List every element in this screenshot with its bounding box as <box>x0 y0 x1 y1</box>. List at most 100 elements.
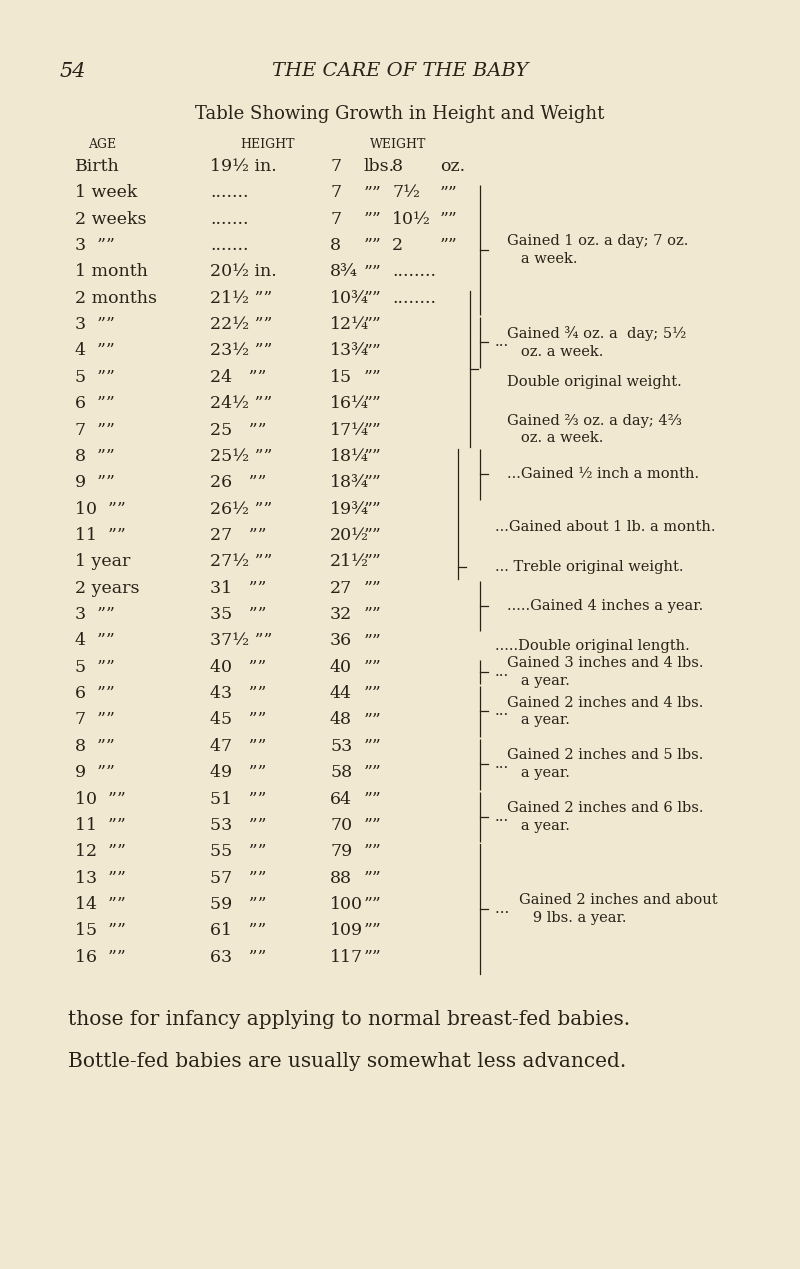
Text: Gained 1 oz. a day; 7 oz.
   a week.: Gained 1 oz. a day; 7 oz. a week. <box>507 235 688 266</box>
Text: ””: ”” <box>364 737 382 755</box>
Text: 11  ””: 11 ”” <box>75 527 126 544</box>
Text: ””: ”” <box>364 553 382 570</box>
Text: 7  ””: 7 ”” <box>75 712 115 728</box>
Text: 10½: 10½ <box>392 211 431 227</box>
Text: ””: ”” <box>364 923 382 939</box>
Text: 43   ””: 43 ”” <box>210 685 266 702</box>
Text: 13  ””: 13 ”” <box>75 869 126 887</box>
Text: 4  ””: 4 ”” <box>75 632 114 650</box>
Text: ...: ... <box>495 902 514 916</box>
Text: ””: ”” <box>364 949 382 966</box>
Text: Birth: Birth <box>75 159 120 175</box>
Text: 25½ ””: 25½ ”” <box>210 448 272 464</box>
Text: 79: 79 <box>330 843 352 860</box>
Text: ””: ”” <box>364 289 382 307</box>
Text: 7: 7 <box>330 211 341 227</box>
Text: 1 month: 1 month <box>75 264 148 280</box>
Text: 109: 109 <box>330 923 363 939</box>
Text: 61   ””: 61 ”” <box>210 923 266 939</box>
Text: 27½ ””: 27½ ”” <box>210 553 272 570</box>
Text: lbs.: lbs. <box>364 159 395 175</box>
Text: 31   ””: 31 ”” <box>210 580 266 596</box>
Text: WEIGHT: WEIGHT <box>370 138 426 151</box>
Text: 7: 7 <box>330 184 341 202</box>
Text: 17¼: 17¼ <box>330 421 369 439</box>
Text: 24½ ””: 24½ ”” <box>210 395 272 412</box>
Text: 27   ””: 27 ”” <box>210 527 266 544</box>
Text: ...: ... <box>495 665 510 679</box>
Text: 18¼: 18¼ <box>330 448 369 464</box>
Text: 37½ ””: 37½ ”” <box>210 632 272 650</box>
Text: 14  ””: 14 ”” <box>75 896 126 912</box>
Text: Gained ⅔ oz. a day; 4⅔
   oz. a week.: Gained ⅔ oz. a day; 4⅔ oz. a week. <box>507 414 682 445</box>
Text: ””: ”” <box>364 316 382 334</box>
Text: Gained 2 inches and 6 lbs.
   a year.: Gained 2 inches and 6 lbs. a year. <box>507 801 703 832</box>
Text: ””: ”” <box>364 421 382 439</box>
Text: ””: ”” <box>364 264 382 280</box>
Text: 8: 8 <box>330 237 341 254</box>
Text: 10  ””: 10 ”” <box>75 791 126 807</box>
Text: AGE: AGE <box>88 138 116 151</box>
Text: 10¾: 10¾ <box>330 289 369 307</box>
Text: 7: 7 <box>330 159 341 175</box>
Text: 20½: 20½ <box>330 527 369 544</box>
Text: ””: ”” <box>364 869 382 887</box>
Text: Double original weight.: Double original weight. <box>507 376 682 390</box>
Text: ””: ”” <box>440 211 458 227</box>
Text: 3  ””: 3 ”” <box>75 607 115 623</box>
Text: 8: 8 <box>392 159 403 175</box>
Text: 88: 88 <box>330 869 352 887</box>
Text: 11  ””: 11 ”” <box>75 817 126 834</box>
Text: 63   ””: 63 ”” <box>210 949 266 966</box>
Text: HEIGHT: HEIGHT <box>240 138 294 151</box>
Text: 19¾: 19¾ <box>330 500 369 518</box>
Text: 9  ””: 9 ”” <box>75 764 115 782</box>
Text: 100: 100 <box>330 896 363 912</box>
Text: 26½ ””: 26½ ”” <box>210 500 272 518</box>
Text: 64: 64 <box>330 791 352 807</box>
Text: 57   ””: 57 ”” <box>210 869 266 887</box>
Text: 2: 2 <box>392 237 403 254</box>
Text: 59   ””: 59 ”” <box>210 896 266 912</box>
Text: 19½ in.: 19½ in. <box>210 159 277 175</box>
Text: 49   ””: 49 ”” <box>210 764 266 782</box>
Text: 53: 53 <box>330 737 352 755</box>
Text: 2 years: 2 years <box>75 580 139 596</box>
Text: .......: ....... <box>210 211 249 227</box>
Text: 7  ””: 7 ”” <box>75 421 115 439</box>
Text: 70: 70 <box>330 817 352 834</box>
Text: ””: ”” <box>364 500 382 518</box>
Text: .......: ....... <box>210 184 249 202</box>
Text: ””: ”” <box>364 580 382 596</box>
Text: 16  ””: 16 ”” <box>75 949 126 966</box>
Text: 21½ ””: 21½ ”” <box>210 289 272 307</box>
Text: 7½: 7½ <box>392 184 420 202</box>
Text: 3  ””: 3 ”” <box>75 237 115 254</box>
Text: ””: ”” <box>440 184 458 202</box>
Text: .......: ....... <box>210 237 249 254</box>
Text: 5  ””: 5 ”” <box>75 659 115 675</box>
Text: 8¾: 8¾ <box>330 264 358 280</box>
Text: 26   ””: 26 ”” <box>210 475 266 491</box>
Text: ””: ”” <box>364 632 382 650</box>
Text: 23½ ””: 23½ ”” <box>210 343 272 359</box>
Text: ””: ”” <box>364 659 382 675</box>
Text: Gained ¾ oz. a  day; 5½
   oz. a week.: Gained ¾ oz. a day; 5½ oz. a week. <box>507 326 686 359</box>
Text: those for infancy applying to normal breast-fed babies.: those for infancy applying to normal bre… <box>68 1010 630 1029</box>
Text: ...: ... <box>495 758 510 772</box>
Text: 40   ””: 40 ”” <box>210 659 266 675</box>
Text: ””: ”” <box>364 211 382 227</box>
Text: 58: 58 <box>330 764 352 782</box>
Text: ””: ”” <box>364 764 382 782</box>
Text: Gained 2 inches and 4 lbs.
   a year.: Gained 2 inches and 4 lbs. a year. <box>507 695 703 727</box>
Text: ...Gained ½ inch a month.: ...Gained ½ inch a month. <box>507 467 699 481</box>
Text: 16¼: 16¼ <box>330 395 369 412</box>
Text: ””: ”” <box>364 369 382 386</box>
Text: 9  ””: 9 ”” <box>75 475 115 491</box>
Text: 1 week: 1 week <box>75 184 138 202</box>
Text: ””: ”” <box>364 184 382 202</box>
Text: 1 year: 1 year <box>75 553 130 570</box>
Text: 40: 40 <box>330 659 352 675</box>
Text: 12¼: 12¼ <box>330 316 369 334</box>
Text: 51   ””: 51 ”” <box>210 791 266 807</box>
